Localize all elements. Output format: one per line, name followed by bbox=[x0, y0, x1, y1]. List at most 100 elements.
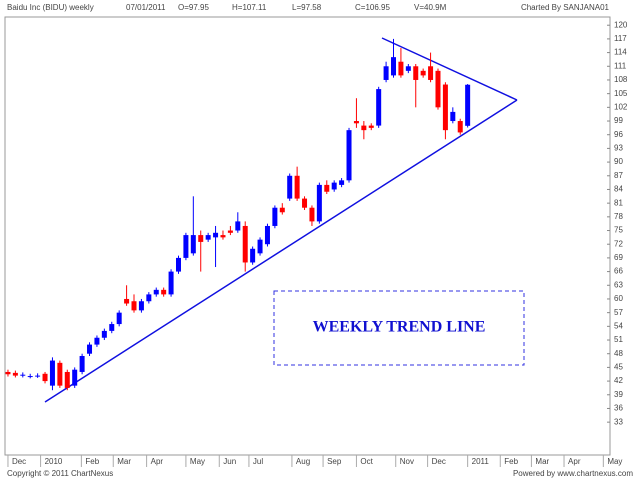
x-tick-label: Mar bbox=[117, 457, 131, 466]
x-tick-label: Feb bbox=[504, 457, 518, 466]
candle-body bbox=[435, 70, 441, 108]
x-tick-label: Nov bbox=[400, 457, 414, 466]
candle-body bbox=[131, 301, 137, 311]
x-tick-label: Apr bbox=[151, 457, 164, 466]
candle-body bbox=[153, 289, 159, 295]
candle-body bbox=[368, 125, 374, 128]
candle-body bbox=[257, 239, 263, 254]
credit: Charted By SANJANA01 bbox=[521, 3, 610, 12]
y-tick-label: 84 bbox=[614, 185, 623, 194]
y-tick-label: 81 bbox=[614, 198, 623, 207]
candle-body bbox=[428, 66, 434, 80]
candle-body bbox=[272, 207, 278, 226]
y-tick-label: 90 bbox=[614, 157, 623, 166]
candle-body bbox=[361, 125, 367, 131]
candle-body bbox=[227, 230, 233, 233]
candle-body bbox=[324, 184, 330, 192]
candle-body bbox=[391, 57, 397, 76]
candle-body bbox=[101, 330, 107, 338]
x-tick-label: May bbox=[607, 457, 622, 466]
x-tick-label: May bbox=[190, 457, 205, 466]
candle-body bbox=[35, 375, 41, 377]
header-high: H=107.11 bbox=[232, 3, 267, 12]
candle-body bbox=[5, 371, 11, 375]
y-tick-label: 102 bbox=[614, 102, 628, 111]
candle-body bbox=[109, 324, 115, 331]
candle-body bbox=[190, 235, 196, 254]
candle-body bbox=[250, 248, 256, 263]
x-tick-label: Sep bbox=[327, 457, 342, 466]
y-tick-label: 87 bbox=[614, 171, 623, 180]
y-tick-label: 117 bbox=[614, 34, 627, 43]
x-tick-label: Oct bbox=[360, 457, 373, 466]
y-tick-label: 48 bbox=[614, 349, 623, 358]
candle-body bbox=[79, 355, 85, 372]
y-tick-label: 72 bbox=[614, 239, 623, 248]
candle-body bbox=[279, 207, 285, 213]
candle-body bbox=[213, 232, 219, 238]
y-tick-label: 51 bbox=[614, 335, 623, 344]
candle-body bbox=[64, 371, 70, 388]
candle-body bbox=[353, 121, 359, 124]
y-tick-label: 60 bbox=[614, 294, 623, 303]
x-tick-label: Jun bbox=[223, 457, 236, 466]
candle-body bbox=[42, 373, 48, 382]
candle-body bbox=[87, 344, 93, 354]
candle-body bbox=[294, 175, 300, 199]
candle-body bbox=[450, 111, 456, 122]
y-tick-label: 69 bbox=[614, 253, 623, 262]
candle-body bbox=[331, 182, 337, 190]
candle-body bbox=[376, 89, 382, 126]
y-tick-label: 96 bbox=[614, 130, 623, 139]
candle-body bbox=[302, 198, 308, 208]
y-tick-label: 42 bbox=[614, 376, 623, 385]
candle-body bbox=[198, 235, 204, 242]
candle-body bbox=[72, 369, 78, 386]
candle-body bbox=[94, 337, 100, 345]
candle-body bbox=[383, 66, 389, 80]
candle-body bbox=[242, 225, 248, 263]
copyright: Copyright © 2011 ChartNexus bbox=[7, 469, 113, 478]
x-tick-label: Dec bbox=[12, 457, 26, 466]
y-tick-label: 108 bbox=[614, 75, 628, 84]
y-tick-label: 120 bbox=[614, 20, 628, 29]
resistance-trend-line bbox=[381, 37, 518, 101]
candle-body bbox=[457, 121, 463, 133]
candle-body bbox=[161, 289, 167, 295]
candle-body bbox=[168, 271, 174, 295]
candle-body bbox=[12, 372, 18, 376]
annotation-box bbox=[273, 290, 525, 366]
header-volume: V=40.9M bbox=[414, 3, 447, 12]
y-tick-label: 45 bbox=[614, 363, 623, 372]
candle-body bbox=[346, 130, 352, 181]
x-tick-label: 2011 bbox=[472, 457, 490, 466]
y-tick-label: 105 bbox=[614, 89, 628, 98]
y-tick-label: 63 bbox=[614, 280, 623, 289]
x-tick-label: Dec bbox=[432, 457, 446, 466]
candle-body bbox=[309, 207, 315, 222]
x-tick-label: 2010 bbox=[45, 457, 63, 466]
support-trend-line bbox=[44, 99, 518, 403]
y-tick-label: 57 bbox=[614, 308, 623, 317]
candle-body bbox=[442, 84, 448, 131]
header-low: L=97.58 bbox=[292, 3, 322, 12]
candle-body bbox=[20, 374, 26, 376]
y-tick-label: 75 bbox=[614, 226, 623, 235]
x-tick-label: Apr bbox=[568, 457, 581, 466]
y-tick-label: 33 bbox=[614, 417, 623, 426]
y-tick-label: 36 bbox=[614, 404, 623, 413]
y-tick-label: 93 bbox=[614, 144, 623, 153]
y-tick-label: 39 bbox=[614, 390, 623, 399]
candle-body bbox=[205, 235, 211, 240]
candle-body bbox=[235, 221, 241, 231]
x-tick-label: Mar bbox=[535, 457, 549, 466]
candle-body bbox=[116, 312, 122, 325]
candle-body bbox=[287, 175, 293, 199]
y-tick-label: 54 bbox=[614, 321, 623, 330]
candle-body bbox=[339, 180, 345, 185]
x-tick-label: Aug bbox=[296, 457, 310, 466]
chart-title: Baidu Inc (BIDU) weekly bbox=[7, 3, 94, 12]
candle-body bbox=[413, 66, 419, 80]
candle-body bbox=[316, 184, 322, 222]
